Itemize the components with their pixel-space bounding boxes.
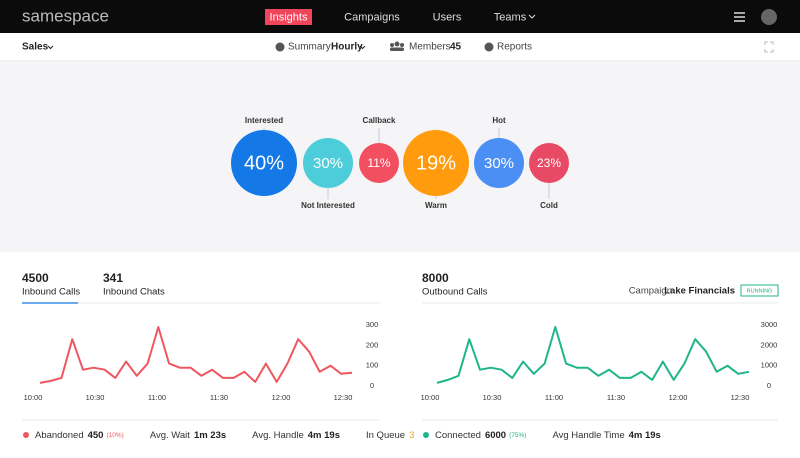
footer-label: Avg Handle Time	[552, 430, 624, 441]
footer-note: (75%)	[509, 432, 526, 439]
line-series	[39, 326, 353, 384]
x-tick-label: 10:30	[483, 393, 502, 402]
x-tick-label: 12:00	[272, 393, 291, 402]
expand-icon[interactable]	[764, 41, 774, 53]
team-select[interactable]: Sales	[22, 42, 49, 53]
bubble-label: Warm	[425, 201, 447, 210]
y-tick-label: 100	[366, 361, 379, 370]
bubble-value: 11%	[367, 156, 390, 170]
status-dot	[23, 432, 29, 438]
nav-item[interactable]: Users	[433, 11, 462, 23]
members-icon	[390, 41, 404, 51]
footer-note: (10%)	[106, 432, 123, 439]
y-tick-label: 300	[366, 320, 379, 329]
chevron	[528, 14, 536, 19]
bubble-label: Interested	[245, 116, 283, 125]
line-series	[436, 326, 750, 384]
bubble-value: 30%	[313, 155, 343, 172]
footer-value: 1m 23s	[194, 430, 226, 441]
campaign-label: Campaign	[629, 286, 672, 297]
y-tick-label: 0	[767, 381, 771, 390]
stat-value: 4500	[22, 271, 49, 285]
x-tick-label: 11:00	[545, 393, 563, 402]
footer-value: 6000	[485, 430, 506, 441]
nav-item[interactable]: Insights	[270, 11, 308, 23]
nav-bar	[0, 0, 800, 33]
status-text: RUNNING	[747, 288, 773, 294]
bubble-label: Callback	[363, 116, 396, 125]
bubble-value: 23%	[537, 156, 561, 170]
summary-value[interactable]: Hourly	[331, 42, 363, 53]
campaign-name[interactable]: Lake Financials	[664, 286, 735, 297]
toolbar	[0, 33, 800, 61]
nav-item[interactable]: Campaigns	[344, 11, 400, 23]
stat-value: 8000	[422, 271, 449, 285]
x-tick-label: 10:30	[86, 393, 105, 402]
footer-label: Avg. Handle	[252, 430, 304, 441]
bubble	[231, 130, 297, 196]
y-tick-label: 1000	[761, 361, 778, 370]
summary-label: Summary	[288, 42, 331, 53]
footer-stats: Abandoned 450 (10%) Avg. Wait 1m 23s Avg. Han…	[35, 430, 414, 441]
footer-label: In Queue	[366, 430, 405, 441]
nav-active	[265, 9, 312, 25]
y-tick-label: 200	[366, 340, 379, 349]
bubble-value: 30%	[484, 155, 514, 172]
x-tick-label: 11:30	[210, 393, 228, 402]
footer-label: Avg. Wait	[150, 430, 190, 441]
bubble	[359, 143, 399, 183]
bubble-label: Hot	[492, 116, 506, 125]
footer-value: 3	[409, 430, 414, 441]
bubble	[529, 143, 569, 183]
members-value: 45	[450, 42, 462, 53]
bubble	[403, 130, 469, 196]
bubble	[474, 138, 524, 188]
footer-value: 4m 19s	[629, 430, 661, 441]
footer-value: 450	[88, 430, 104, 441]
y-tick-label: 0	[370, 381, 374, 390]
y-tick-label: 2000	[761, 340, 778, 349]
bubble-area	[0, 62, 800, 252]
y-tick-label: 3000	[761, 320, 778, 329]
status-dot	[423, 432, 429, 438]
x-tick-label: 10:00	[421, 393, 440, 402]
stat-label[interactable]: Inbound Chats	[103, 287, 165, 298]
reports-icon	[484, 42, 494, 52]
nav-item[interactable]: Teams	[494, 11, 527, 23]
bubble-label: Not Interested	[301, 201, 355, 210]
chevron	[359, 45, 366, 50]
bubble-label: Cold	[540, 201, 558, 210]
stat-label: Outbound Calls	[422, 287, 488, 298]
footer-value: 4m 19s	[308, 430, 340, 441]
bubble	[303, 138, 353, 188]
x-tick-label: 12:30	[334, 393, 353, 402]
stat-value: 341	[103, 271, 123, 285]
bubbles: 40% Interested 30% Not Interested 11% Callbac…	[231, 116, 569, 210]
x-tick-label: 10:00	[24, 393, 43, 402]
summary-icon	[275, 42, 285, 52]
avatar[interactable]	[761, 9, 777, 25]
members-label: Members	[409, 42, 451, 53]
x-tick-label: 11:30	[607, 393, 625, 402]
menu-icon[interactable]	[734, 12, 745, 22]
footer-stats: Connected 6000 (75%) Avg Handle Time 4m 19s	[435, 430, 661, 441]
reports-link[interactable]: Reports	[497, 42, 532, 53]
footer-label: Connected	[435, 430, 481, 441]
stat-label[interactable]: Inbound Calls	[22, 287, 80, 298]
footer-label: Abandoned	[35, 430, 84, 441]
logo[interactable]: samespace	[22, 6, 109, 25]
x-tick-label: 11:00	[148, 393, 166, 402]
bubble-value: 19%	[416, 152, 456, 174]
x-tick-label: 12:00	[669, 393, 688, 402]
status-badge	[740, 284, 779, 297]
x-tick-label: 12:30	[731, 393, 750, 402]
bubble-value: 40%	[244, 152, 284, 174]
chevron	[47, 45, 54, 50]
